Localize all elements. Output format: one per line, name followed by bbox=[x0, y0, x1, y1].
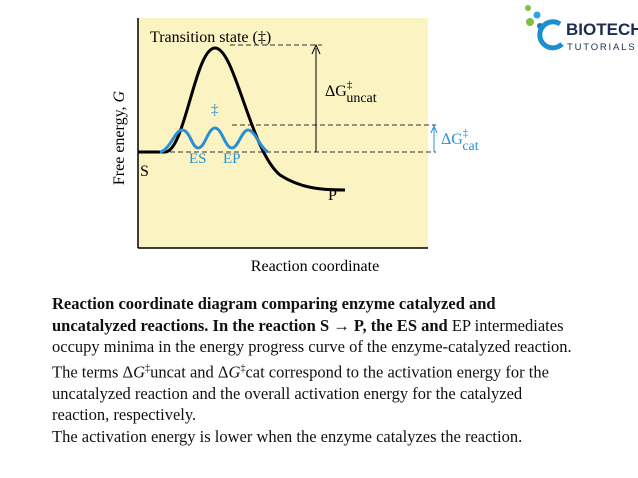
y-axis-label: Free energy, G bbox=[111, 90, 128, 185]
catalyzed-curve bbox=[159, 126, 269, 154]
dg-uncat-label: ΔG‡ uncat bbox=[325, 79, 377, 106]
x-axis-label: Reaction coordinate bbox=[251, 258, 379, 275]
logo-brand: BIOTECH bbox=[566, 20, 638, 39]
text: Free energy, bbox=[111, 102, 128, 185]
caption-line: Reaction coordinate diagram comparing en… bbox=[52, 293, 572, 315]
caption: Reaction coordinate diagram comparing en… bbox=[52, 293, 572, 447]
caption-line: occupy minima in the energy progress cur… bbox=[52, 336, 572, 358]
transition-state-label: Transition state (‡) bbox=[150, 29, 271, 46]
dg-cat-label: ΔG‡ cat bbox=[441, 127, 479, 154]
cat-ts-label: ‡ bbox=[211, 102, 219, 118]
sub: uncat bbox=[346, 91, 376, 106]
caption-text: ‡ bbox=[145, 362, 151, 374]
logo-sub: TUTORIALS bbox=[567, 42, 636, 53]
caption-text: cat correspond to the activation energy … bbox=[245, 362, 549, 381]
logo-dot bbox=[526, 18, 534, 26]
uncat-arrowhead bbox=[311, 43, 321, 55]
logo-dot bbox=[525, 5, 531, 11]
caption-text: uncat and Δ bbox=[150, 362, 229, 381]
caption-text: uncatalyzed reaction and the overall act… bbox=[52, 383, 523, 403]
symbol: ΔG bbox=[441, 131, 463, 148]
sup: ‡ bbox=[347, 79, 353, 91]
caption-line: uncatalyzed reaction and the overall act… bbox=[52, 383, 572, 405]
symbol: ΔG bbox=[325, 83, 347, 100]
caption-text: The terms Δ bbox=[52, 362, 134, 381]
caption-text: uncatalyzed reactions. In the reaction S… bbox=[52, 315, 452, 335]
text: G bbox=[111, 90, 128, 102]
caption-text: The activation energy is lower when the … bbox=[52, 426, 523, 446]
caption-text: G bbox=[133, 362, 146, 381]
caption-text: occupy minima in the energy progress cur… bbox=[52, 337, 572, 356]
caption-text: reaction, respectively. bbox=[52, 405, 197, 424]
caption-text: Reaction coordinate diagram comparing en… bbox=[52, 294, 496, 313]
caption-line: uncatalyzed reactions. In the reaction S… bbox=[52, 315, 572, 337]
caption-text: EP intermediates bbox=[451, 315, 564, 335]
sup: ‡ bbox=[463, 127, 469, 139]
p-label: P bbox=[328, 187, 337, 204]
logo: BIOTECH TUTORIALS bbox=[525, 5, 638, 53]
cat-arrowhead bbox=[430, 124, 438, 134]
ep-label: EP bbox=[223, 151, 241, 167]
caption-text: ‡ bbox=[240, 362, 246, 374]
caption-text: G bbox=[228, 362, 241, 381]
logo-ring bbox=[537, 19, 564, 51]
caption-line: The terms ΔG‡uncat and ΔG‡cat correspond… bbox=[52, 358, 572, 383]
s-label: S bbox=[140, 163, 149, 180]
es-label: ES bbox=[189, 151, 207, 167]
plot-area bbox=[138, 18, 428, 248]
caption-line: The activation energy is lower when the … bbox=[52, 426, 572, 448]
logo-dot bbox=[533, 11, 541, 19]
uncatalyzed-curve bbox=[138, 46, 346, 192]
sub: cat bbox=[462, 139, 478, 154]
caption-line: reaction, respectively. bbox=[52, 404, 572, 426]
